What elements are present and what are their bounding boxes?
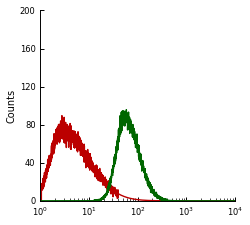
Y-axis label: Counts: Counts: [7, 89, 17, 123]
